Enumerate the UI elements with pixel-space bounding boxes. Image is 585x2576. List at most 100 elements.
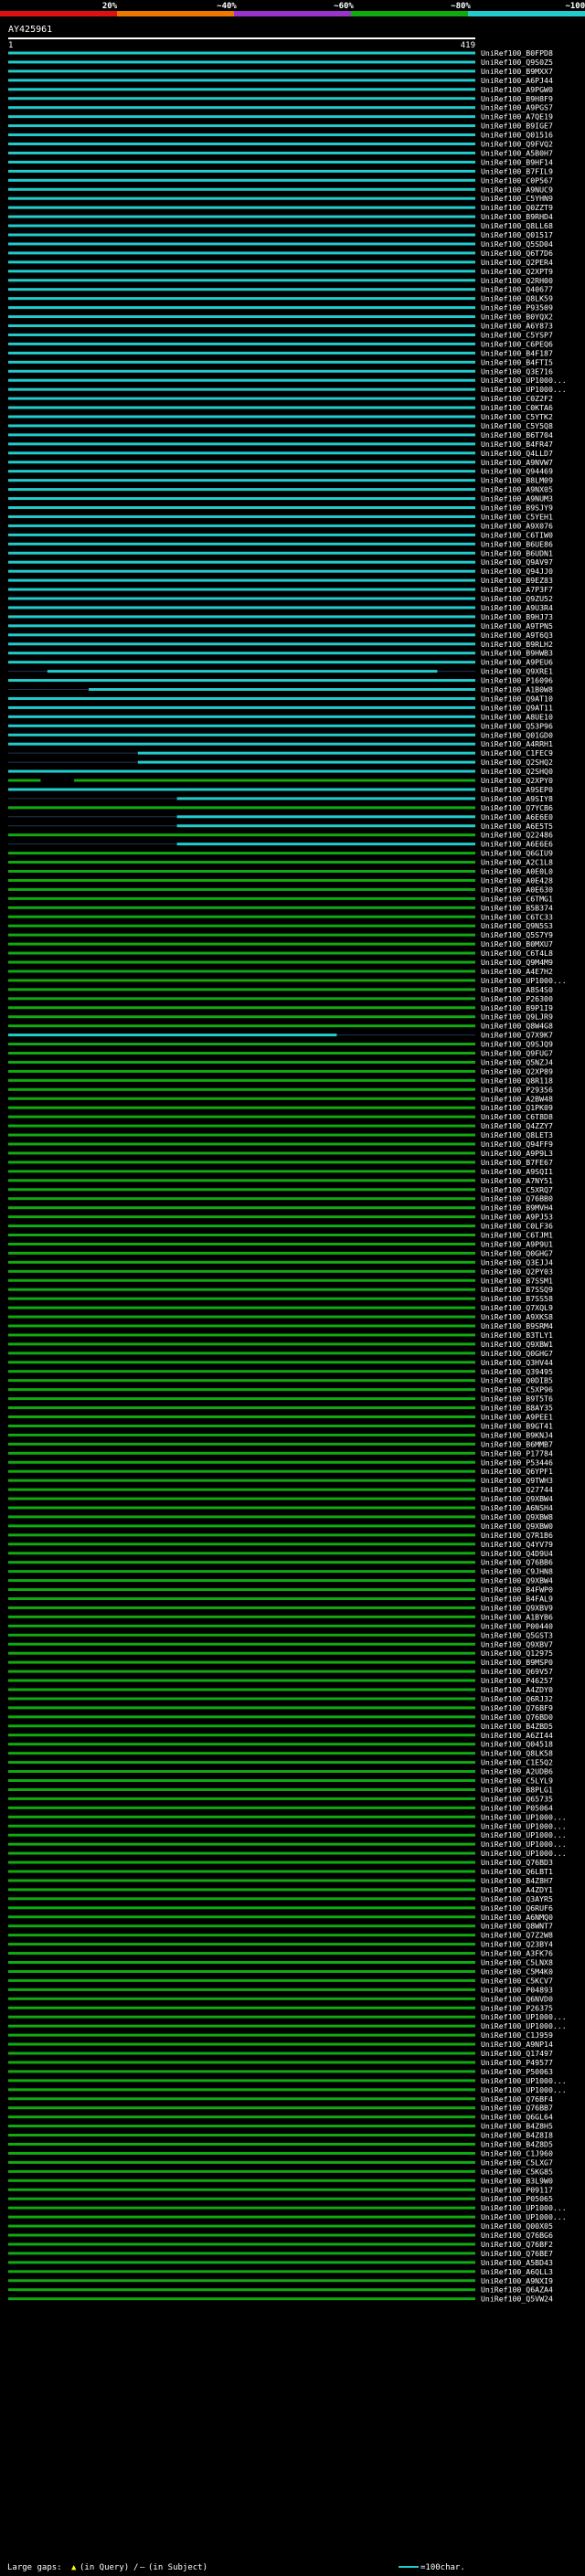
hit-label[interactable]: UniRef100_UP1000... [481,1830,567,1839]
hit-label[interactable]: UniRef100_A9P9U1 [481,1239,553,1248]
hit-label[interactable]: UniRef100_P05065 [481,2194,553,2203]
hit-label[interactable]: UniRef100_C6TMG1 [481,894,553,903]
hit-label[interactable]: UniRef100_Q2SHQ0 [481,767,553,776]
hit-label[interactable]: UniRef100_Q40677 [481,285,553,294]
hit-label[interactable]: UniRef100_C0P567 [481,175,553,185]
hit-label[interactable]: UniRef100_A9SQI1 [481,1167,553,1176]
hit-label[interactable]: UniRef100_B6MMB7 [481,1439,553,1448]
hit-label[interactable]: UniRef100_Q9M4M9 [481,958,553,967]
hit-label[interactable]: UniRef100_Q76BB6 [481,1558,553,1567]
hit-label[interactable]: UniRef100_B4Z8D5 [481,2140,553,2149]
hit-label[interactable]: UniRef100_Q9FUG7 [481,1049,553,1058]
hit-label[interactable]: UniRef100_A0E630 [481,885,553,894]
hit-label[interactable]: UniRef100_A9NX05 [481,485,553,494]
hit-label[interactable]: UniRef100_Q9FVQ2 [481,140,553,149]
hit-label[interactable]: UniRef100_P16096 [481,676,553,685]
hit-label[interactable]: UniRef100_A6ZI44 [481,1731,553,1740]
hit-label[interactable]: UniRef100_B9MSP0 [481,1658,553,1667]
hit-label[interactable]: UniRef100_C5LYL9 [481,1776,553,1786]
hit-label[interactable]: UniRef100_Q5GST3 [481,1630,553,1639]
hit-label[interactable]: UniRef100_C6TC33 [481,912,553,921]
hit-label[interactable]: UniRef100_B9P1I9 [481,1003,553,1012]
hit-label[interactable]: UniRef100_C5YHN9 [481,194,553,203]
hit-label[interactable]: UniRef100_Q9XBW1 [481,1340,553,1349]
hit-label[interactable]: UniRef100_Q5S7Y9 [481,930,553,939]
hit-label[interactable]: UniRef100_Q4YV79 [481,1540,553,1549]
hit-label[interactable]: UniRef100_C6T4L8 [481,949,553,958]
hit-label[interactable]: UniRef100_Q3EJJ4 [481,1257,553,1267]
hit-label[interactable]: UniRef100_P04893 [481,1985,553,1994]
hit-label[interactable]: UniRef100_P26375 [481,2003,553,2012]
hit-label[interactable]: UniRef100_UP1000... [481,376,567,385]
hit-label[interactable]: UniRef100_Q12975 [481,1648,553,1658]
hit-label[interactable]: UniRef100_B9EZ83 [481,576,553,585]
hit-label[interactable]: UniRef100_P05064 [481,1803,553,1812]
hit-label[interactable]: UniRef100_C6T8D8 [481,1112,553,1121]
hit-label[interactable]: UniRef100_UP1000... [481,2012,567,2021]
hit-label[interactable]: UniRef100_A7P3F7 [481,585,553,594]
hit-label[interactable]: UniRef100_B5B374 [481,903,553,912]
hit-label[interactable]: UniRef100_UP1000... [481,2203,567,2212]
hit-label[interactable]: UniRef100_C1FEC9 [481,748,553,758]
hit-label[interactable]: UniRef100_Q2XPY0 [481,776,553,785]
hit-label[interactable]: UniRef100_C5LNX8 [481,1958,553,1967]
hit-label[interactable]: UniRef100_Q9ZU52 [481,594,553,603]
hit-label[interactable]: UniRef100_C5M4K0 [481,1966,553,1976]
hit-label[interactable]: UniRef100_Q2PY03 [481,1267,553,1276]
hit-label[interactable]: UniRef100_B9HJ73 [481,612,553,621]
hit-label[interactable]: UniRef100_B6UDN1 [481,548,553,557]
hit-label[interactable]: UniRef100_B7SSQ9 [481,1285,553,1294]
hit-label[interactable]: UniRef100_Q5NZJ4 [481,1057,553,1066]
hit-label[interactable]: UniRef100_A9NXI9 [481,2276,553,2285]
hit-label[interactable]: UniRef100_Q76BG6 [481,2231,553,2240]
hit-label[interactable]: UniRef100_Q00X05 [481,2221,553,2231]
hit-label[interactable]: UniRef100_Q76BF2 [481,2240,553,2249]
hit-label[interactable]: UniRef100_B7FIL9 [481,166,553,175]
hit-label[interactable]: UniRef100_C6TIW0 [481,530,553,539]
hit-label[interactable]: UniRef100_B4FR47 [481,440,553,449]
hit-label[interactable]: UniRef100_Q9XBV9 [481,1603,553,1612]
hit-label[interactable]: UniRef100_A9TPN5 [481,621,553,631]
hit-label[interactable]: UniRef100_A6NMQ0 [481,1913,553,1922]
hit-label[interactable]: UniRef100_B4ZBD5 [481,1722,553,1731]
hit-label[interactable]: UniRef100_A8S4S0 [481,985,553,994]
hit-label[interactable]: UniRef100_A8UE10 [481,712,553,721]
hit-label[interactable]: UniRef100_Q3AYR5 [481,1894,553,1903]
hit-label[interactable]: UniRef100_Q2XPT9 [481,267,553,276]
hit-label[interactable]: UniRef100_Q4D9U4 [481,1549,553,1558]
hit-label[interactable]: UniRef100_Q76BD0 [481,1712,553,1722]
hit-label[interactable]: UniRef100_B8PLG1 [481,1785,553,1794]
hit-label[interactable]: UniRef100_A0E0L0 [481,867,553,876]
hit-label[interactable]: UniRef100_A4RRH1 [481,739,553,748]
hit-label[interactable]: UniRef100_B9GT41 [481,1421,553,1430]
hit-label[interactable]: UniRef100_Q8LL68 [481,221,553,230]
hit-label[interactable]: UniRef100_C5XP96 [481,1385,553,1394]
hit-label[interactable]: UniRef100_Q39495 [481,1367,553,1376]
hit-label[interactable]: UniRef100_B4F187 [481,348,553,357]
hit-label[interactable]: UniRef100_B4Z8H5 [481,2122,553,2131]
hit-label[interactable]: UniRef100_A6Y873 [481,322,553,331]
hit-label[interactable]: UniRef100_Q1PK09 [481,1103,553,1112]
hit-label[interactable]: UniRef100_Q2RH00 [481,276,553,285]
hit-label[interactable]: UniRef100_Q9XBW0 [481,1521,553,1531]
hit-label[interactable]: UniRef100_B9KNJ4 [481,1430,553,1439]
hit-label[interactable]: UniRef100_B0MXU7 [481,939,553,949]
hit-label[interactable]: UniRef100_P50063 [481,2067,553,2076]
hit-label[interactable]: UniRef100_Q8R118 [481,1076,553,1085]
hit-label[interactable]: UniRef100_P53446 [481,1458,553,1467]
hit-label[interactable]: UniRef100_A9NUC9 [481,185,553,194]
hit-label[interactable]: UniRef100_UP1000... [481,976,567,985]
hit-label[interactable]: UniRef100_Q27744 [481,1485,553,1494]
hit-label[interactable]: UniRef100_B9RHD4 [481,212,553,221]
hit-label[interactable]: UniRef100_Q22486 [481,831,553,840]
hit-label[interactable]: UniRef100_Q65735 [481,1794,553,1803]
hit-label[interactable]: UniRef100_B7SS58 [481,1294,553,1303]
hit-label[interactable]: UniRef100_Q0ZZT9 [481,203,553,212]
hit-label[interactable]: UniRef100_Q6AZA4 [481,2285,553,2295]
hit-label[interactable]: UniRef100_Q53P96 [481,721,553,730]
hit-label[interactable]: UniRef100_Q17497 [481,2049,553,2058]
hit-label[interactable]: UniRef100_UP1000... [481,2212,567,2221]
hit-label[interactable]: UniRef100_A1B0W8 [481,685,553,694]
hit-label[interactable]: UniRef100_B4FWP0 [481,1585,553,1595]
hit-label[interactable]: UniRef100_C6PEQ6 [481,339,553,348]
